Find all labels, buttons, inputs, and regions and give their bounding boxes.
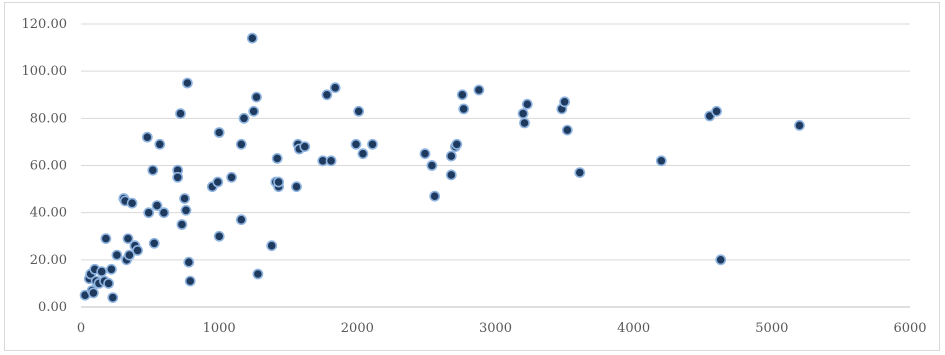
data-point (325, 155, 337, 167)
data-point (353, 105, 365, 117)
data-point (246, 32, 258, 44)
data-point (451, 138, 463, 150)
y-tick-label: 60.00 (30, 159, 67, 174)
data-point (122, 233, 134, 244)
data-point (154, 138, 166, 150)
x-tick-label: 0 (77, 321, 85, 336)
data-point (458, 103, 470, 115)
data-point (180, 204, 192, 216)
data-point (238, 112, 250, 124)
data-point (561, 124, 573, 136)
data-point (357, 148, 369, 160)
data-point (367, 138, 378, 150)
data-point (271, 152, 283, 164)
y-tick-label: 120.00 (22, 17, 68, 32)
data-point (559, 96, 570, 108)
data-point (266, 240, 278, 252)
data-point (106, 263, 117, 275)
data-point (88, 287, 99, 299)
data-point (251, 91, 262, 103)
data-point (235, 214, 247, 226)
y-tick-label: 20.00 (30, 253, 67, 268)
data-point (147, 164, 159, 176)
data-point (252, 268, 264, 280)
data-point (103, 277, 114, 289)
data-point (715, 254, 727, 266)
data-point (100, 233, 112, 244)
data-point (574, 167, 586, 178)
data-point (172, 171, 184, 183)
data-point (456, 89, 468, 101)
data-point (517, 108, 529, 119)
data-point (226, 171, 237, 183)
data-point (794, 120, 805, 131)
data-points (79, 32, 805, 303)
x-tick-label: 3000 (479, 321, 512, 336)
data-point (213, 127, 225, 138)
data-point (445, 150, 457, 162)
data-point (107, 292, 119, 303)
tick-labels: 0.00 20.00 40.00 60.00 80.00 100.00 120.00 0 100… (22, 17, 927, 336)
data-point (212, 176, 224, 188)
data-point (473, 84, 485, 96)
data-point (213, 230, 225, 242)
data-point (158, 207, 170, 219)
data-point (181, 77, 193, 89)
data-point (96, 266, 108, 277)
y-tick-label: 40.00 (30, 206, 67, 221)
y-tick-label: 0.00 (38, 300, 67, 315)
data-point (148, 237, 160, 249)
data-point (521, 98, 533, 110)
data-point (151, 200, 163, 211)
data-point (141, 131, 153, 143)
data-point (143, 207, 155, 219)
data-point (329, 82, 341, 94)
x-tick-label: 5000 (755, 321, 788, 336)
data-point (291, 181, 302, 193)
data-point (175, 108, 186, 119)
data-point (321, 89, 333, 101)
data-point (655, 155, 667, 167)
data-point (184, 275, 196, 287)
data-point (111, 249, 123, 261)
data-point (350, 138, 362, 150)
x-tick-label: 6000 (893, 321, 926, 336)
data-point (273, 176, 284, 188)
y-tick-label: 80.00 (30, 111, 67, 126)
data-point (235, 138, 247, 150)
y-tick-label: 100.00 (22, 64, 68, 79)
gridlines (81, 23, 910, 261)
data-point (176, 219, 188, 230)
data-point (419, 148, 431, 160)
x-tick-label: 2000 (341, 321, 374, 336)
data-point (183, 256, 195, 268)
data-point (132, 244, 143, 256)
data-point (123, 249, 135, 261)
data-point (179, 193, 190, 204)
data-point (711, 105, 722, 117)
data-point (445, 169, 457, 181)
data-point (248, 105, 260, 117)
x-tick-label: 4000 (617, 321, 650, 336)
data-point (299, 141, 311, 152)
chart-frame (4, 2, 940, 351)
data-point (429, 190, 441, 202)
data-point (126, 197, 138, 209)
data-point (519, 117, 530, 129)
x-tick-label: 1000 (203, 321, 236, 336)
data-point (426, 160, 438, 171)
